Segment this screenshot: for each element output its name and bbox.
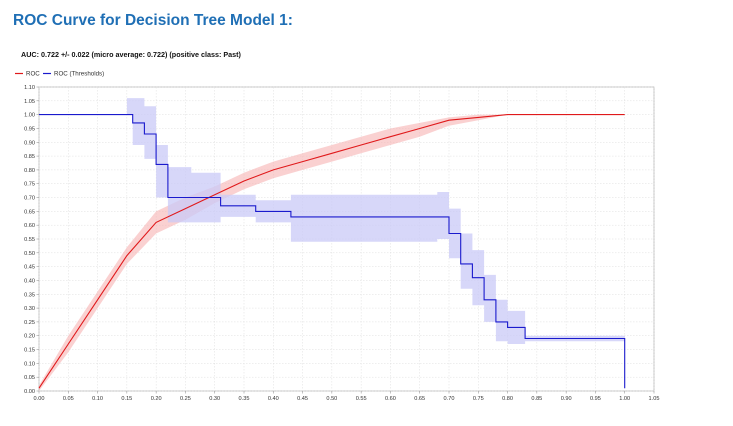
y-tick-label: 1.10 [24,85,35,91]
y-tick-label: 0.35 [24,292,35,298]
y-tick-label: 0.30 [24,306,35,312]
x-axis-ticks: 0.00 0.05 0.10 0.15 0.20 0.25 0.30 0.35 0.40 0.45… [34,391,660,402]
y-tick-label: 1.05 [24,99,35,105]
x-tick-label: 0.25 [180,396,191,402]
y-tick-label: 1.00 [24,113,35,119]
y-tick-label: 0.75 [24,182,35,188]
x-tick-label: 0.45 [297,396,308,402]
roc-thresholds-line [39,114,626,389]
x-tick-label: 0.55 [356,396,367,402]
x-tick-label: 0.05 [63,396,74,402]
series-lines [38,114,626,389]
x-tick-label: 0.20 [151,396,162,402]
legend: ROC ROC (Thresholds) [15,71,104,78]
y-tick-label: 0.45 [24,265,35,271]
thresholds-confidence-band [39,98,625,391]
x-tick-label: 0.30 [209,396,220,402]
chart-subtitle: AUC: 0.722 +/- 0.022 (micro average: 0.7… [21,50,242,59]
y-tick-label: 0.60 [24,223,35,229]
roc-line [38,114,625,389]
legend-thresholds-label: ROC (Thresholds) [54,71,104,78]
x-tick-label: 0.85 [531,396,542,402]
y-axis-ticks: 0.00 0.05 0.10 0.15 0.20 0.25 0.30 0.35 0.40 0.45… [24,85,39,395]
y-tick-label: 0.20 [24,334,35,340]
y-tick-label: 0.50 [24,251,35,257]
x-tick-label: 0.90 [561,396,572,402]
page-title: ROC Curve for Decision Tree Model 1: [13,12,293,29]
y-tick-label: 0.05 [24,375,35,381]
y-tick-label: 0.55 [24,237,35,243]
x-tick-label: 0.75 [473,396,484,402]
y-tick-label: 0.10 [24,361,35,367]
y-tick-label: 0.65 [24,209,35,215]
legend-roc-label: ROC [26,71,40,78]
x-tick-label: 0.35 [239,396,250,402]
y-tick-label: 0.00 [24,389,35,395]
y-tick-label: 0.40 [24,278,35,284]
x-tick-label: 0.80 [502,396,513,402]
y-tick-label: 0.80 [24,168,35,174]
y-tick-label: 0.90 [24,140,35,146]
y-tick-label: 0.95 [24,126,35,132]
y-tick-label: 0.85 [24,154,35,160]
y-tick-label: 0.25 [24,320,35,326]
x-tick-label: 0.95 [590,396,601,402]
x-tick-label: 0.60 [385,396,396,402]
y-tick-label: 0.15 [24,348,35,354]
x-tick-label: 0.40 [268,396,279,402]
x-tick-label: 1.05 [649,396,660,402]
confidence-bands [39,98,625,391]
x-tick-label: 0.00 [34,396,45,402]
x-tick-label: 0.50 [326,396,337,402]
x-tick-label: 0.15 [121,396,132,402]
y-tick-label: 0.70 [24,196,35,202]
x-tick-label: 0.10 [92,396,103,402]
x-tick-label: 1.00 [619,396,630,402]
x-tick-label: 0.65 [414,396,425,402]
x-tick-label: 0.70 [444,396,455,402]
